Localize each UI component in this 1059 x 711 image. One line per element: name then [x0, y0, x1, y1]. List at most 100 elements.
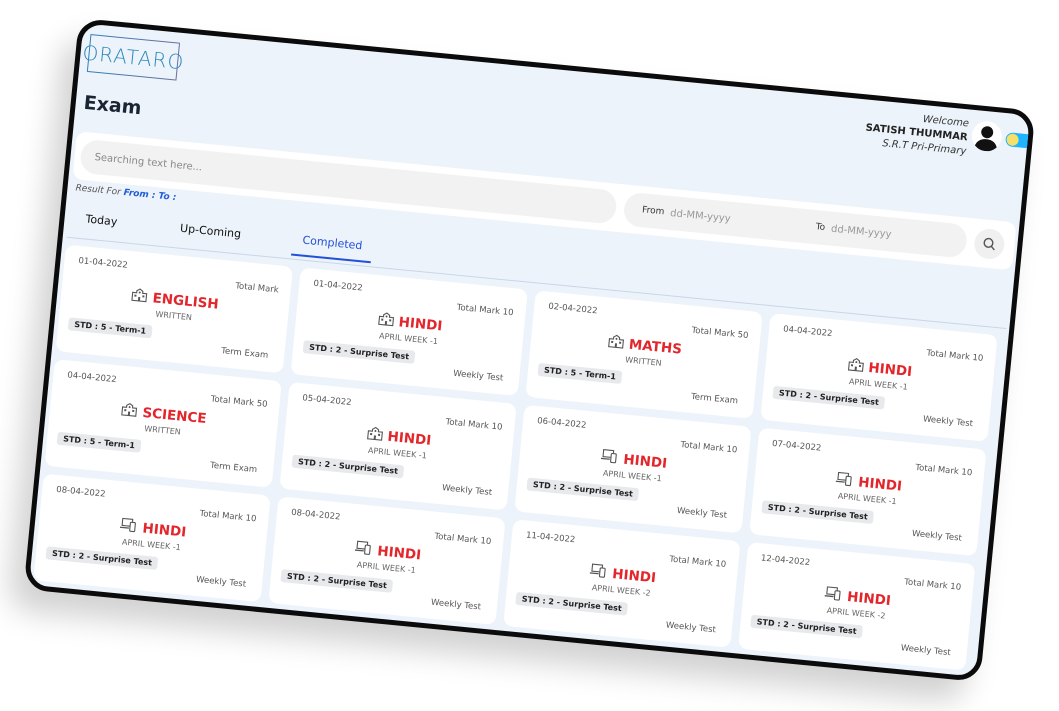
exam-date: 06-04-2022: [536, 416, 587, 431]
subject-row: HINDI: [296, 303, 525, 343]
exam-card[interactable]: 08-04-2022 Total Mark 10 HINDI APRIL WEEK -…: [268, 496, 506, 625]
exam-card[interactable]: 01-04-2022 Total Mark ENGLISH WRITTEN STD : …: [55, 244, 293, 374]
subject-name: HINDI: [857, 474, 903, 495]
exam-card[interactable]: 06-04-2022 Total Mark 10 HINDI APRIL WEEK -…: [514, 404, 752, 534]
exam-date: 08-04-2022: [290, 507, 341, 523]
search-button[interactable]: [973, 227, 1006, 261]
exam-date: 12-04-2022: [760, 553, 811, 569]
exam-card[interactable]: 02-04-2022 Total Mark 50 MATHS WRITTEN STD :…: [525, 290, 763, 419]
devices-icon: [600, 448, 620, 468]
exam-date: 02-04-2022: [547, 301, 598, 317]
devices-icon: [823, 586, 843, 606]
subject-name: HINDI: [622, 451, 668, 472]
exam-type: Term Exam: [209, 460, 258, 476]
subject-row: MATHS: [531, 326, 760, 366]
exam-card[interactable]: 11-04-2022 Total Mark 10 HINDI APRIL WEEK -…: [503, 519, 741, 648]
subject-name: HINDI: [846, 588, 892, 610]
std-badge: STD : 2 - Surprise Test: [761, 500, 875, 525]
user-silhouette-icon: [973, 126, 998, 153]
subject-row: ENGLISH: [61, 281, 290, 321]
subject-name: HINDI: [141, 520, 187, 541]
exam-date: 05-04-2022: [301, 393, 352, 409]
exam-card[interactable]: 04-04-2022 Total Mark 10 HINDI APRIL WEEK -…: [760, 313, 998, 442]
subject-row: HINDI: [765, 349, 994, 389]
exam-date: 11-04-2022: [525, 530, 576, 546]
exam-card[interactable]: 12-04-2022 Total Mark 10 HINDI APRIL WEEK -…: [738, 542, 976, 671]
school-icon: [377, 311, 395, 330]
total-mark: Total Mark 10: [680, 440, 738, 456]
std-badge: STD : 2 - Surprise Test: [750, 614, 864, 639]
exam-date: 07-04-2022: [771, 438, 822, 454]
subject-row: HINDI: [754, 463, 983, 503]
std-badge: STD : 2 - Surprise Test: [291, 454, 405, 479]
total-mark: Total Mark 10: [433, 531, 492, 548]
total-mark: Total Mark 10: [914, 462, 973, 479]
result-prefix: Result For: [75, 183, 122, 198]
devices-icon: [354, 540, 374, 560]
total-mark: Total Mark 10: [199, 508, 257, 525]
exam-type: Term Exam: [690, 391, 739, 407]
exam-type: Weekly Test: [665, 620, 717, 636]
tab-upcoming[interactable]: Up-Coming: [179, 221, 242, 241]
total-mark: Total Mark 10: [445, 417, 503, 433]
std-badge: STD : 5 - Term-1: [56, 431, 142, 453]
tab-today[interactable]: Today: [84, 212, 118, 229]
exam-date: 01-04-2022: [78, 255, 129, 271]
std-badge: STD : 2 - Surprise Test: [526, 477, 640, 502]
std-badge: STD : 2 - Surprise Test: [45, 546, 159, 571]
school-icon: [847, 357, 865, 376]
theme-toggle[interactable]: [1004, 132, 1036, 149]
search-toolbar: From dd-MM-yyyy To dd-MM-yyyy: [72, 131, 1017, 271]
user-info: Welcome SATISH THUMMAR S.R.T Pri-Primary: [864, 108, 970, 160]
std-badge: STD : 2 - Surprise Test: [280, 569, 394, 593]
devices-icon: [589, 563, 609, 583]
subject-row: HINDI: [743, 578, 972, 618]
date-range-picker[interactable]: From dd-MM-yyyy To dd-MM-yyyy: [622, 191, 969, 259]
school-icon: [366, 426, 384, 445]
avatar[interactable]: [970, 119, 1004, 153]
subject-name: HINDI: [397, 314, 444, 335]
to-date-input[interactable]: dd-MM-yyyy: [830, 223, 892, 240]
search-icon: [983, 237, 995, 251]
std-badge: STD : 2 - Surprise Test: [515, 591, 629, 616]
exam-type: Term Exam: [220, 346, 269, 361]
result-range: From : To :: [123, 188, 177, 204]
tablet-frame: ORATARO Exam Welcome SATISH THUMMAR S.R.…: [23, 17, 1036, 683]
exam-type: Weekly Test: [441, 483, 493, 499]
sun-icon: [1006, 133, 1020, 147]
subject-row: HINDI: [508, 555, 737, 595]
exam-card[interactable]: 04-04-2022 Total Mark 50 SCIENCE WRITTEN STD…: [44, 359, 282, 488]
exam-type: Weekly Test: [195, 574, 247, 590]
total-mark: Total Mark 10: [668, 554, 727, 571]
std-badge: STD : 2 - Surprise Test: [302, 340, 416, 364]
exam-date: 08-04-2022: [55, 484, 106, 500]
subject-row: HINDI: [285, 418, 514, 458]
subject-row: HINDI: [519, 441, 748, 481]
subject-row: SCIENCE: [50, 395, 279, 435]
total-mark: Total Mark 10: [456, 302, 514, 319]
from-date-input[interactable]: dd-MM-yyyy: [669, 207, 732, 225]
std-badge: STD : 2 - Surprise Test: [772, 385, 886, 410]
exam-card-grid: 01-04-2022 Total Mark ENGLISH WRITTEN STD : …: [33, 244, 998, 671]
exam-date: 04-04-2022: [66, 370, 118, 386]
exam-card[interactable]: 08-04-2022 Total Mark 10 HINDI APRIL WEEK -…: [33, 473, 271, 603]
exam-date: 04-04-2022: [782, 324, 833, 340]
exam-card[interactable]: 07-04-2022 Total Mark 10 HINDI APRIL WEEK -…: [749, 427, 987, 557]
subject-name: HINDI: [867, 359, 913, 381]
exam-card[interactable]: 01-04-2022 Total Mark 10 HINDI APRIL WEEK -…: [290, 267, 528, 397]
devices-icon: [119, 517, 139, 537]
tab-completed[interactable]: Completed: [291, 232, 373, 264]
exam-card[interactable]: 05-04-2022 Total Mark 10 HINDI APRIL WEEK -…: [279, 381, 517, 511]
exam-type: Weekly Test: [676, 506, 728, 521]
school-icon: [131, 287, 149, 306]
devices-icon: [835, 471, 855, 491]
page-title: Exam: [82, 91, 143, 120]
exam-date: 01-04-2022: [312, 278, 364, 294]
subject-name: HINDI: [611, 566, 657, 587]
exam-type: Weekly Test: [452, 368, 504, 384]
subject-row: HINDI: [273, 532, 502, 572]
from-label: From: [641, 205, 665, 218]
total-mark: Total Mark 10: [926, 348, 984, 364]
total-mark: Total Mark: [234, 281, 280, 296]
subject-name: SCIENCE: [141, 404, 208, 428]
